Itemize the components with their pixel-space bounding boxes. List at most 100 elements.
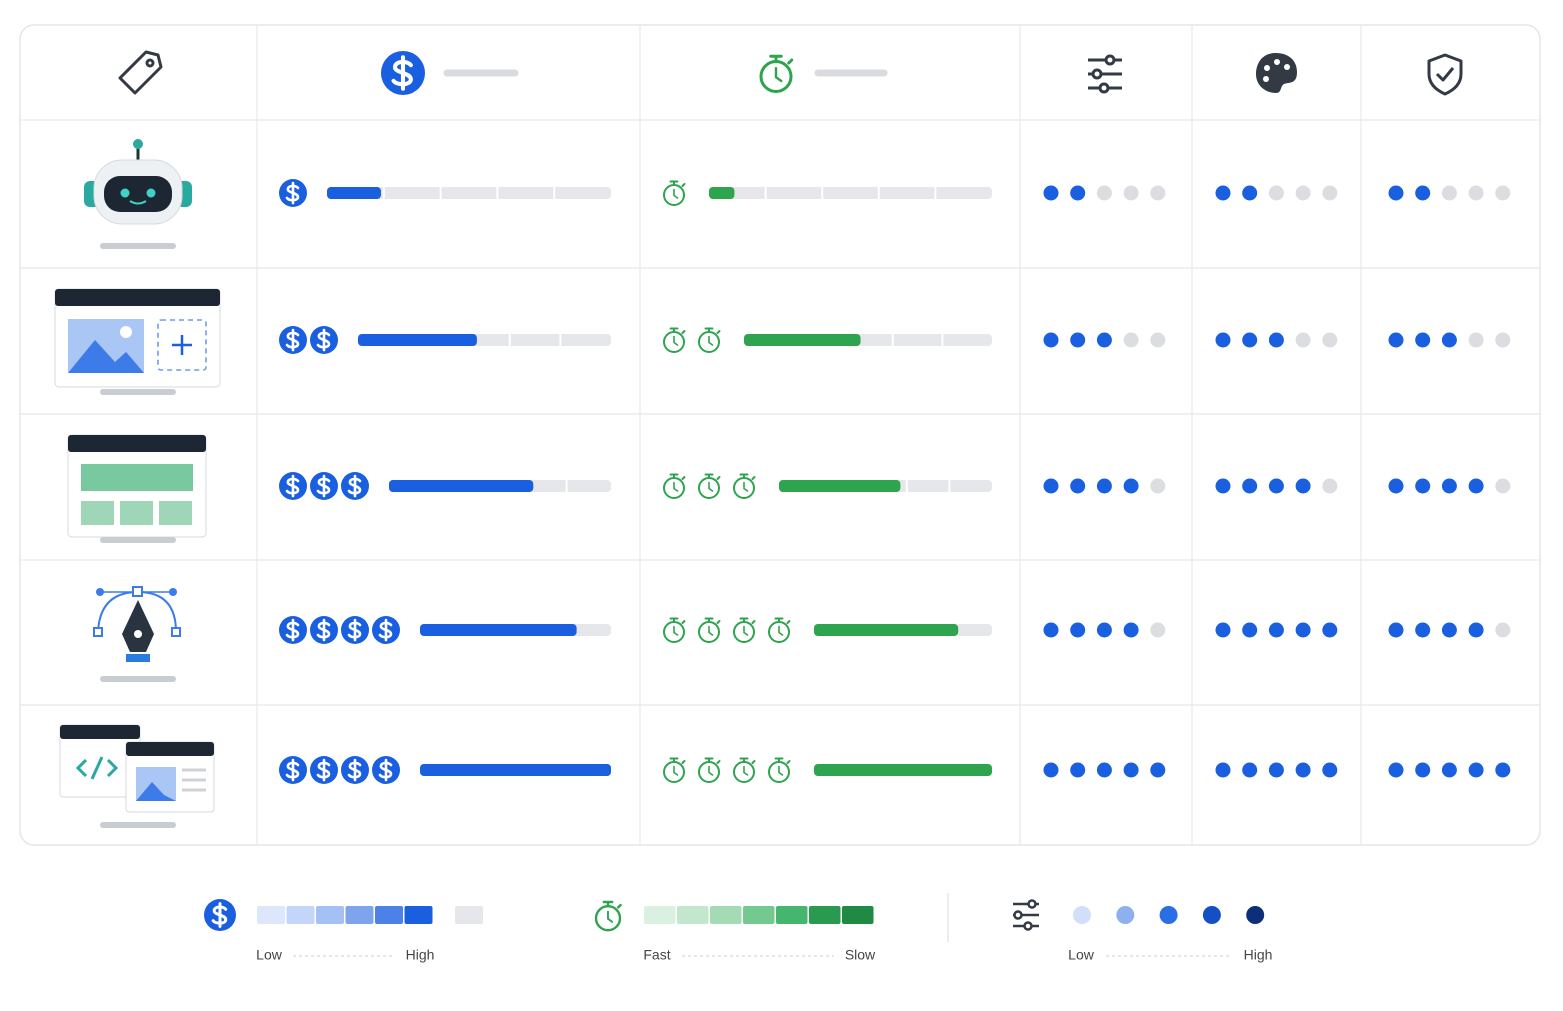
dollar-sign — [316, 758, 331, 782]
ill — [146, 188, 156, 198]
ill-base — [100, 676, 176, 682]
ill — [133, 139, 143, 149]
rating-dot — [1468, 185, 1484, 201]
dollar-icon — [341, 472, 369, 500]
legend-swatch — [644, 906, 676, 924]
legend-swatch — [286, 906, 315, 924]
stopwatch-icon — [594, 900, 622, 932]
slider-knob — [1013, 910, 1023, 920]
ill — [169, 588, 177, 596]
dollar-sign — [391, 55, 413, 91]
legend-dot — [1159, 906, 1178, 924]
stopwatch-icon — [663, 757, 686, 783]
rating-dot — [1468, 622, 1484, 638]
rating-dot — [1096, 185, 1112, 201]
legend-swatch — [257, 906, 285, 924]
rating-dot — [1322, 762, 1338, 778]
slider-knob — [1023, 921, 1033, 931]
rating-dot — [1070, 332, 1086, 348]
table-frame — [19, 24, 1541, 846]
ill-base — [100, 537, 176, 543]
rating-dot — [1096, 622, 1112, 638]
watch-hand — [673, 335, 679, 346]
ill — [96, 588, 104, 596]
ill — [68, 435, 206, 452]
stopwatch-icon — [663, 617, 686, 643]
ill — [159, 501, 192, 525]
legend-swatch — [345, 906, 374, 924]
rating-dot — [1242, 332, 1258, 348]
dollar-icon — [372, 616, 400, 644]
rating-dot — [1268, 622, 1284, 638]
rating-dot — [1415, 762, 1431, 778]
dollar-icon — [341, 756, 369, 784]
tag-icon — [118, 50, 163, 95]
watch-hand — [743, 765, 749, 776]
watch-top — [769, 54, 794, 65]
rating-dot — [1322, 478, 1338, 494]
shield-icon — [1427, 53, 1463, 96]
rating-dot — [1322, 622, 1338, 638]
rating-dot — [1242, 622, 1258, 638]
legend-dot — [1116, 906, 1135, 924]
watch-top — [669, 327, 686, 334]
stopwatch-icon — [663, 327, 686, 353]
watch-top — [669, 473, 686, 480]
watch-hand — [708, 765, 714, 776]
stopwatch-icon — [663, 180, 686, 206]
slider-knob — [1027, 899, 1037, 909]
ill — [120, 326, 132, 338]
dollar-sign — [347, 618, 362, 642]
rating-dot — [1070, 185, 1086, 201]
palette-icon — [1256, 53, 1297, 93]
bar-track — [327, 187, 611, 199]
rating-dot — [1495, 185, 1511, 201]
watch-hand — [708, 481, 714, 492]
rating-dot — [1096, 762, 1112, 778]
legend-swatch — [776, 906, 808, 924]
rating-dot — [1043, 332, 1059, 348]
ill — [129, 200, 147, 205]
watch-top — [704, 327, 721, 334]
dollar-sign — [285, 618, 300, 642]
rating-dot — [1070, 478, 1086, 494]
rating-dot — [1268, 185, 1284, 201]
watch-top — [774, 617, 791, 624]
rating-dot — [1043, 762, 1059, 778]
rating-dot — [1441, 622, 1457, 638]
dollar-icon — [279, 179, 307, 207]
rating-dot — [1070, 622, 1086, 638]
rating-dot — [1388, 478, 1404, 494]
rating-dot — [1096, 332, 1112, 348]
dollar-icon — [310, 616, 338, 644]
legend-swatch — [677, 906, 709, 924]
rating-dot — [1123, 185, 1139, 201]
ill — [55, 289, 220, 306]
watch-hand — [607, 910, 614, 923]
dollar-sign — [285, 758, 300, 782]
rating-dot — [1123, 332, 1139, 348]
dollar-sign — [285, 181, 300, 205]
rating-dot — [1295, 332, 1311, 348]
dollar-icon — [204, 899, 236, 931]
dollar-sign — [211, 902, 228, 928]
stopwatch-icon — [698, 473, 721, 499]
bar-track — [709, 187, 992, 199]
rating-dot — [1242, 185, 1258, 201]
rating-dot — [1441, 185, 1457, 201]
rating-dot — [1415, 185, 1431, 201]
ill — [81, 464, 193, 491]
rating-dot — [1096, 478, 1112, 494]
rating-dot — [1242, 762, 1258, 778]
legend-swatch — [842, 906, 874, 924]
ill — [75, 756, 119, 780]
ill — [120, 188, 130, 198]
watch-top — [739, 473, 756, 480]
rating-dot — [1468, 478, 1484, 494]
watch-hand — [673, 188, 679, 199]
legend-dot — [1202, 906, 1221, 924]
rating-dot — [1415, 478, 1431, 494]
bar-fill — [779, 480, 901, 492]
